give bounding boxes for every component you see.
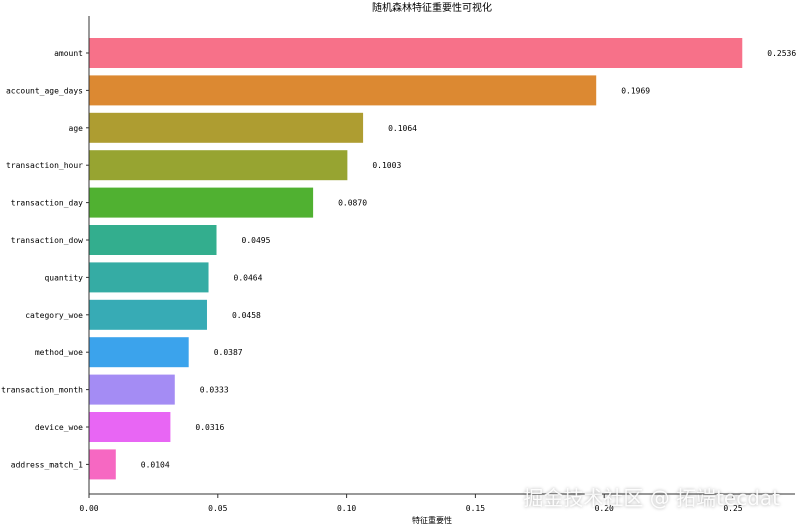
data-label-method_woe: 0.0387 bbox=[214, 348, 243, 357]
bar-amount bbox=[89, 38, 743, 68]
y-tick-label-transaction_dow: transaction_dow bbox=[11, 236, 83, 245]
data-label-amount: 0.2536 bbox=[767, 49, 796, 58]
bar-address_match_1 bbox=[89, 449, 116, 480]
bar-account_age_days bbox=[89, 75, 597, 106]
x-tick-label-0.00: 0.00 bbox=[79, 504, 98, 513]
data-label-transaction_hour: 0.1003 bbox=[372, 161, 401, 170]
data-label-transaction_day: 0.0870 bbox=[338, 199, 367, 208]
watermark: 掘金技术社区 @ 拓端tecdat bbox=[523, 486, 780, 510]
x-axis-label: 特征重要性 bbox=[412, 515, 452, 525]
data-label-account_age_days: 0.1969 bbox=[621, 86, 650, 95]
bar-transaction_hour bbox=[89, 150, 348, 181]
y-tick-label-transaction_hour: transaction_hour bbox=[6, 161, 83, 170]
bar-quantity bbox=[89, 262, 209, 293]
y-tick-label-amount: amount bbox=[54, 49, 83, 58]
y-tick-label-age: age bbox=[69, 124, 84, 133]
data-label-category_woe: 0.0458 bbox=[232, 311, 261, 320]
bar-transaction_month bbox=[89, 374, 175, 405]
bars-layer bbox=[89, 38, 743, 480]
x-tick-label-0.05: 0.05 bbox=[208, 504, 227, 513]
bar-device_woe bbox=[89, 412, 171, 442]
x-tick-label-0.20: 0.20 bbox=[595, 504, 614, 513]
x-tick-labels-layer: 0.00 0.05 0.10 0.15 0.20 0.25 bbox=[79, 494, 743, 513]
y-tick-label-method_woe: method_woe bbox=[35, 348, 83, 357]
y-tick-label-device_woe: device_woe bbox=[35, 423, 83, 432]
y-tick-label-transaction_day: transaction_day bbox=[11, 199, 83, 208]
x-tick-label-0.15: 0.15 bbox=[466, 504, 485, 513]
y-tick-label-quantity: quantity bbox=[44, 273, 83, 282]
bar-transaction_dow bbox=[89, 225, 217, 255]
x-tick-label-0.10: 0.10 bbox=[337, 504, 356, 513]
data-label-transaction_month: 0.0333 bbox=[200, 386, 229, 395]
bar-transaction_day bbox=[89, 187, 314, 218]
data-label-transaction_dow: 0.0495 bbox=[242, 236, 271, 245]
y-tick-label-category_woe: category_woe bbox=[25, 311, 83, 320]
data-label-address_match_1: 0.0104 bbox=[141, 460, 170, 469]
data-label-quantity: 0.0464 bbox=[234, 273, 263, 282]
data-labels-layer: 0.2536 0.1969 0.1064 0.1003 0.0870 0.0495 0.04… bbox=[141, 49, 797, 469]
bar-method_woe bbox=[89, 337, 189, 368]
y-tick-label-account_age_days: account_age_days bbox=[6, 86, 83, 95]
bar-category_woe bbox=[89, 299, 207, 330]
chart-title: 随机森林特征重要性可视化 bbox=[372, 1, 492, 14]
x-tick-label-0.25: 0.25 bbox=[723, 504, 742, 513]
y-tick-label-address_match_1: address_match_1 bbox=[11, 460, 83, 469]
data-label-device_woe: 0.0316 bbox=[195, 423, 224, 432]
data-label-age: 0.1064 bbox=[388, 124, 417, 133]
y-tick-label-transaction_month: transaction_month bbox=[1, 386, 83, 395]
bar-age bbox=[89, 112, 364, 143]
